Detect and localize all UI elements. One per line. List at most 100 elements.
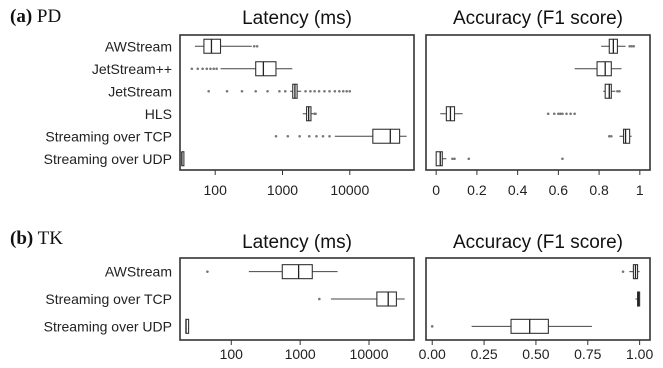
category-label: Streaming over TCP bbox=[45, 128, 172, 144]
panel-0-latency-outlier bbox=[196, 67, 200, 71]
panel-0-latency-outlier bbox=[266, 89, 269, 93]
panel-0-accuracy-outlier bbox=[610, 134, 613, 138]
panel-0-accuracy-outlier bbox=[607, 134, 611, 138]
panel-0-latency-box bbox=[255, 61, 277, 77]
panel-0-accuracy-box-group bbox=[607, 128, 632, 144]
panel-0-latency-outlier bbox=[321, 134, 325, 138]
panel-0-accuracy-outlier bbox=[632, 44, 636, 48]
category-label: Streaming over UDP bbox=[44, 151, 172, 167]
category-label: AWStream bbox=[105, 264, 172, 280]
category-label: JetStream bbox=[108, 83, 172, 99]
panel-1-accuracy-box-group bbox=[621, 264, 640, 280]
panel-a-id: (a) PD bbox=[10, 6, 61, 27]
panel-0-latency-outlier bbox=[323, 89, 326, 93]
category-label: HLS bbox=[145, 106, 172, 122]
panel-0-accuracy-outlier bbox=[557, 112, 560, 116]
panel-b-id: (b) TK bbox=[10, 228, 63, 249]
panel-a-latency-title: Latency (ms) bbox=[242, 8, 352, 29]
panel-0-accuracy-box bbox=[622, 128, 631, 144]
panel-0-accuracy-outlier bbox=[559, 112, 562, 116]
panel-0-latency-outlier bbox=[348, 89, 352, 93]
panel-0-latency-outlier bbox=[328, 89, 331, 93]
panel-1-accuracy-tick-label: 0.75 bbox=[574, 346, 601, 362]
panel-0-latency-box bbox=[372, 128, 401, 144]
panel-1-latency-box-group bbox=[185, 318, 190, 334]
panel-0-latency-outlier bbox=[283, 89, 287, 93]
panel-0-accuracy-outlier bbox=[569, 112, 572, 116]
panel-1-accuracy-outlier bbox=[621, 270, 625, 273]
panel-0-latency-outlier bbox=[255, 44, 259, 48]
panel-0-latency-frame bbox=[179, 34, 415, 171]
panel-0-latency-outlier bbox=[215, 67, 218, 71]
panel-0-latency-outlier bbox=[341, 89, 345, 93]
panel-0-latency-outlier bbox=[317, 89, 321, 93]
plot-area: AWStream JetStream++ JetStream HLS Streaming… bbox=[44, 34, 653, 362]
panel-0-accuracy-outlier bbox=[565, 112, 568, 116]
panel-0-accuracy-outlier bbox=[561, 112, 564, 116]
panel-0-accuracy-tick-label: 1 bbox=[636, 182, 644, 198]
panel-0-latency-outlier bbox=[240, 89, 244, 93]
panel-0-accuracy-axes: 0 0.2 0.4 0.6 0.8 1 bbox=[425, 34, 651, 198]
panel-0-latency-box-group bbox=[190, 61, 293, 77]
panel-0-latency-outlier bbox=[309, 89, 312, 93]
panel-0-latency-outlier bbox=[338, 89, 341, 93]
panel-0-accuracy-outlier bbox=[453, 157, 456, 161]
panel-0-accuracy-outlier bbox=[451, 157, 454, 161]
panel-0-accuracy-outlier bbox=[618, 89, 621, 93]
panel-1-latency-tick-label: 10000 bbox=[350, 346, 389, 362]
panel-0-latency-box-group bbox=[194, 38, 259, 54]
panel-1-accuracy-tick-label: 0.25 bbox=[470, 346, 497, 362]
panel-0-latency-outlier bbox=[315, 134, 318, 138]
panel-0-latency-outlier bbox=[209, 67, 212, 71]
category-label: AWStream bbox=[105, 38, 172, 54]
panel-0-latency-outlier bbox=[313, 89, 316, 93]
panel-0-latency-outlier bbox=[201, 67, 204, 71]
panel-0-accuracy-box-group bbox=[601, 38, 636, 54]
panel-1-latency-outlier bbox=[318, 297, 321, 301]
panel-0-latency-box-group bbox=[302, 106, 317, 122]
panel-0-latency-outlier bbox=[207, 89, 210, 93]
panel-0-accuracy-box-group bbox=[574, 61, 622, 77]
panel-0-accuracy-tick-label: 0.6 bbox=[549, 182, 569, 198]
panel-1-latency-outlier bbox=[206, 270, 209, 273]
panel-0-latency-outlier bbox=[190, 67, 194, 71]
panel-0-latency-outlier bbox=[254, 89, 258, 93]
panel-0-accuracy-outlier bbox=[630, 44, 633, 48]
panel-0-accuracy-box-group bbox=[435, 151, 564, 167]
panel-0-latency-outlier bbox=[286, 134, 290, 138]
panel-0-accuracy-tick-label: 0.2 bbox=[467, 182, 487, 198]
panel-0-accuracy-box-group bbox=[440, 106, 576, 122]
panel-b-latency-title: Latency (ms) bbox=[242, 232, 352, 253]
panel-0-latency-box-group bbox=[207, 83, 352, 99]
panel-0-latency-outlier bbox=[205, 67, 209, 71]
panel-1-latency-box bbox=[281, 264, 313, 280]
panel-0-accuracy-outlier bbox=[467, 157, 471, 161]
panel-0-accuracy-tick-label: 0.4 bbox=[508, 182, 528, 198]
panel-0-latency-axes: 100 1000 10000 bbox=[179, 34, 415, 198]
panel-1-accuracy-tick-label: 0.50 bbox=[522, 346, 549, 362]
panel-1-latency-box-group bbox=[206, 264, 338, 280]
panel-1-accuracy-tick-label: 1.00 bbox=[626, 346, 653, 362]
panel-0-latency-outlier bbox=[345, 89, 349, 93]
panel-0-latency-outlier bbox=[252, 44, 256, 48]
panel-0-accuracy-outlier bbox=[573, 112, 576, 116]
panel-0-accuracy-box-group bbox=[603, 83, 621, 99]
panel-0-accuracy-tick-label: 0 bbox=[432, 182, 440, 198]
panel-0-accuracy-outlier bbox=[561, 157, 564, 161]
panel-0-accuracy-frame bbox=[425, 34, 651, 171]
panel-0-accuracy-box bbox=[435, 151, 443, 167]
panel-1-latency-box-group bbox=[318, 291, 405, 307]
panel-0-latency-outlier bbox=[333, 89, 337, 93]
panel-0-latency-box-group bbox=[181, 151, 185, 167]
panel-0-latency-outlier bbox=[304, 89, 307, 93]
panel-0-latency-outlier bbox=[225, 89, 229, 93]
panel-0-latency-box-group bbox=[274, 128, 407, 144]
panel-1-accuracy-box-group bbox=[635, 291, 641, 307]
panel-0-accuracy-box bbox=[596, 61, 612, 77]
panel-0-latency-outlier bbox=[314, 112, 317, 116]
panel-0-accuracy-outlier bbox=[628, 44, 631, 48]
panel-0-latency-box bbox=[203, 38, 222, 54]
panel-1-accuracy-axes: 0.00 0.25 0.50 0.75 1.00 bbox=[419, 257, 653, 362]
panel-a-accuracy-title: Accuracy (F1 score) bbox=[453, 8, 623, 29]
